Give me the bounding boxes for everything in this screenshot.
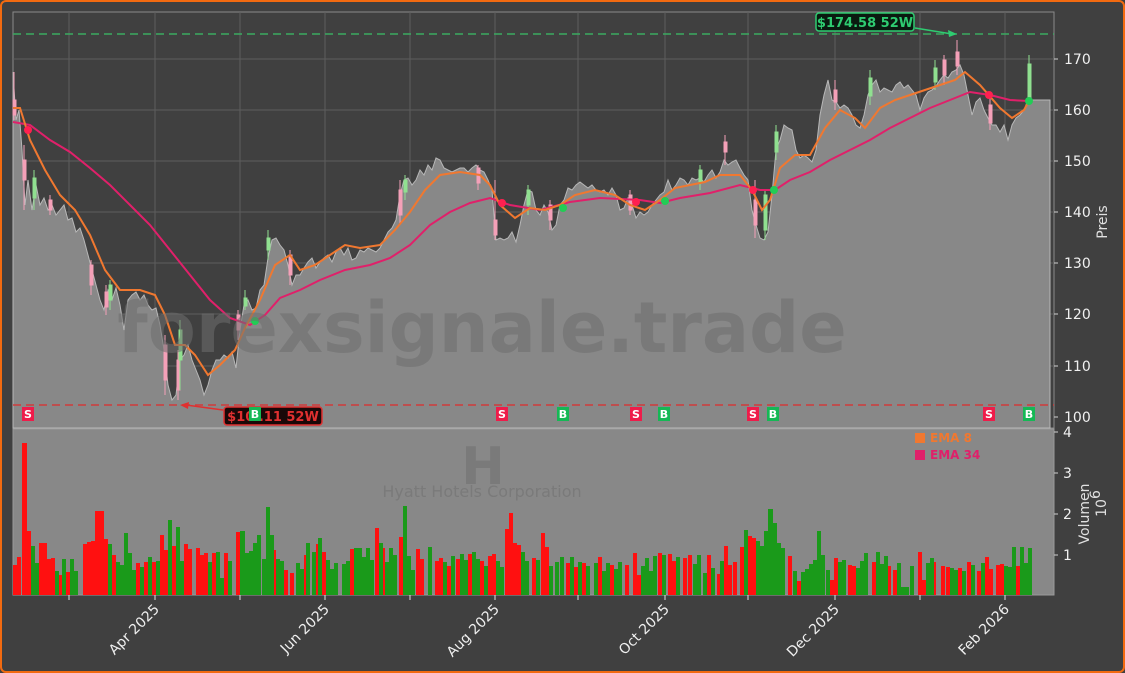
high-52w-tag: $174.58 52W	[815, 12, 957, 37]
svg-text:B: B	[769, 408, 777, 421]
svg-text:S: S	[985, 408, 993, 421]
volume-axis: 4 3 2 1 Volumen 10 6	[1054, 425, 1110, 564]
volume-bars	[13, 443, 1032, 595]
crossover-markers	[24, 91, 1033, 325]
x-axis: Apr 2025 Jun 2025 Aug 2025 Oct 2025 Dec …	[68, 595, 1013, 661]
svg-text:EMA 34: EMA 34	[930, 448, 980, 462]
svg-text:150: 150	[1064, 154, 1091, 170]
price-panel: $174.58 52W $10 .11 52W S B S B S B S B …	[12, 11, 1111, 429]
svg-text:EMA 8: EMA 8	[930, 431, 972, 445]
svg-text:130: 130	[1064, 256, 1091, 272]
svg-text:S: S	[632, 408, 640, 421]
company-logo: H	[461, 437, 505, 497]
svg-text:4: 4	[1063, 425, 1072, 441]
svg-text:110: 110	[1064, 359, 1091, 375]
svg-text:100: 100	[1064, 410, 1091, 426]
ema8-line	[13, 70, 1030, 377]
signal-markers: S B S B S B S B S B	[22, 407, 1035, 421]
watermark: forexsignale.trade	[117, 287, 846, 369]
svg-text:Oct 2025: Oct 2025	[616, 602, 673, 659]
svg-text:Feb 2026: Feb 2026	[956, 601, 1013, 658]
svg-text:1: 1	[1063, 548, 1072, 564]
svg-text:160: 160	[1064, 103, 1091, 119]
legend-item-ema34: EMA 34	[915, 448, 980, 462]
svg-text:B: B	[559, 408, 567, 421]
svg-text:140: 140	[1064, 205, 1091, 221]
price-axis: 170 160 150 140 130 120 110 100 Preis	[1054, 52, 1111, 426]
ema34-line	[12, 90, 1030, 327]
svg-text:3: 3	[1063, 466, 1072, 482]
svg-text:Volumen: Volumen	[1077, 484, 1093, 545]
svg-text:Preis: Preis	[1095, 205, 1111, 238]
svg-text:Aug 2025: Aug 2025	[444, 602, 503, 661]
svg-text:B: B	[1025, 408, 1033, 421]
svg-text:10: 10	[1094, 499, 1110, 517]
legend: EMA 8 EMA 34	[915, 431, 980, 462]
svg-text:$10 .11 52W: $10 .11 52W	[227, 410, 319, 425]
svg-text:S: S	[498, 408, 506, 421]
legend-item-ema8: EMA 8	[915, 431, 972, 445]
svg-text:S: S	[24, 408, 32, 421]
svg-text:$174.58 52W: $174.58 52W	[817, 16, 913, 31]
svg-text:Dec 2025: Dec 2025	[784, 602, 843, 661]
svg-text:6: 6	[1088, 490, 1104, 499]
svg-text:B: B	[660, 408, 668, 421]
svg-text:B: B	[251, 408, 259, 421]
svg-text:Apr 2025: Apr 2025	[106, 602, 163, 659]
company-name: Hyatt Hotels Corporation	[382, 482, 581, 501]
svg-text:120: 120	[1064, 307, 1091, 323]
volume-panel: H Hyatt Hotels Corporation	[12, 425, 1110, 596]
svg-text:S: S	[749, 408, 757, 421]
svg-text:Jun 2025: Jun 2025	[277, 602, 333, 658]
svg-text:2: 2	[1063, 507, 1072, 523]
svg-text:170: 170	[1064, 52, 1091, 68]
